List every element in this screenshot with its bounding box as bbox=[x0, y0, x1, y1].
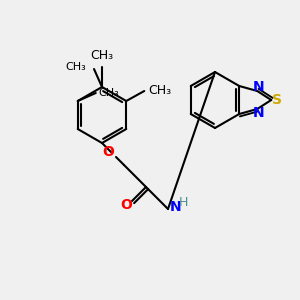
Text: S: S bbox=[272, 93, 282, 107]
Text: CH₃: CH₃ bbox=[90, 49, 114, 62]
Text: O: O bbox=[120, 198, 132, 212]
Text: CH₃: CH₃ bbox=[99, 88, 119, 98]
Text: N: N bbox=[252, 106, 264, 120]
Text: H: H bbox=[179, 196, 188, 208]
Text: CH₃: CH₃ bbox=[148, 85, 171, 98]
Text: CH₃: CH₃ bbox=[65, 62, 86, 72]
Text: N: N bbox=[170, 200, 182, 214]
Text: N: N bbox=[252, 80, 264, 94]
Text: O: O bbox=[102, 145, 114, 159]
